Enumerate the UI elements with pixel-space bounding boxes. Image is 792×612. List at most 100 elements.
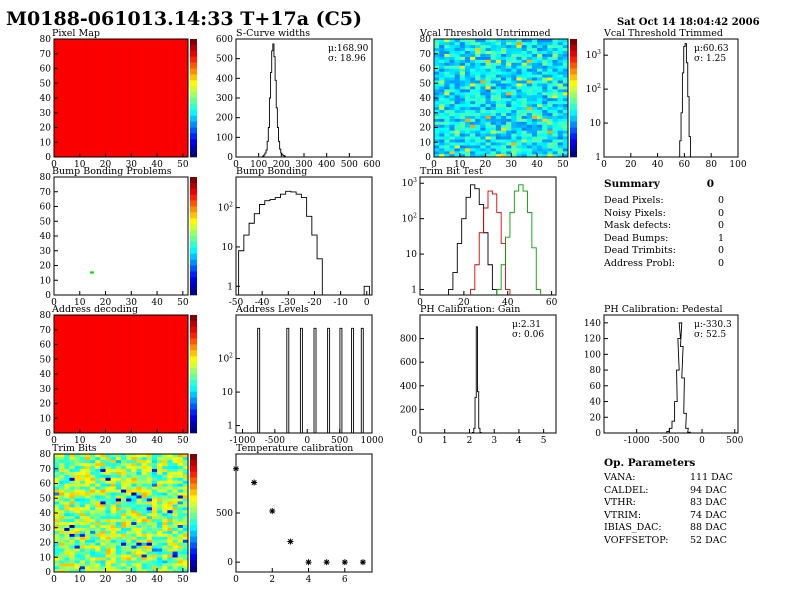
summary-row: Address Probl: 0 — [604, 258, 734, 271]
x-tick-label: 0 — [601, 160, 607, 170]
heatmap-cell — [69, 462, 75, 466]
heatmap-cell — [146, 530, 153, 534]
heatmap-cell — [470, 100, 476, 105]
heatmap-cell — [131, 456, 137, 461]
heatmap-cell — [54, 548, 60, 552]
heatmap-cell — [69, 551, 75, 555]
heatmap-cell — [439, 121, 445, 125]
heatmap-cell — [557, 106, 564, 110]
heatmap-cell — [64, 510, 70, 514]
heatmap-cell — [74, 539, 80, 543]
heatmap-cell — [69, 498, 75, 502]
heatmap-cell — [439, 65, 445, 69]
heatmap-cell — [434, 106, 440, 110]
heatmap-cell — [464, 95, 471, 99]
heatmap-cell — [136, 465, 142, 469]
heatmap-cell — [182, 545, 189, 549]
x-tick-label: 0 — [233, 160, 239, 170]
heatmap-cell — [459, 98, 466, 102]
heatmap-cell — [454, 53, 460, 57]
heatmap-cell — [126, 518, 132, 523]
y-tick-label: 70 — [40, 188, 52, 198]
data-point — [233, 465, 239, 472]
heatmap-cell — [151, 513, 158, 517]
heatmap-cell — [537, 121, 543, 125]
heatmap-cell — [69, 492, 75, 496]
heatmap-cell — [121, 513, 127, 517]
heatmap-cell — [521, 106, 527, 110]
heatmap-cell — [162, 462, 168, 466]
heatmap-cell — [439, 136, 445, 140]
heatmap-cell — [151, 492, 158, 496]
heatmap-cell — [54, 524, 60, 528]
heatmap-cell — [434, 154, 440, 158]
heatmap-cell — [121, 533, 127, 537]
heatmap-cell — [54, 489, 60, 493]
heatmap-cell — [464, 103, 471, 108]
heatmap-cell — [69, 468, 75, 472]
heatmap-cell — [151, 554, 158, 558]
heatmap-cell — [542, 62, 548, 66]
heatmap-cell — [516, 41, 522, 46]
point-stroke — [269, 508, 275, 514]
heatmap-cell — [136, 521, 142, 525]
heatmap-cell — [464, 86, 471, 90]
heatmap-cell — [552, 145, 558, 149]
heatmap-cell — [151, 454, 158, 458]
heatmap-cell — [480, 50, 486, 54]
heatmap-cell — [100, 515, 106, 520]
heatmap-cell — [157, 554, 163, 558]
heatmap-cell — [537, 109, 543, 113]
heatmap-cell — [459, 71, 466, 75]
heatmap-cell — [100, 563, 106, 567]
heatmap-cell — [464, 151, 471, 155]
heatmap-cell — [146, 507, 153, 511]
heatmap-cell — [126, 468, 132, 472]
heatmap-cell — [542, 118, 548, 122]
palette-segment — [190, 338, 197, 345]
heatmap-cell — [110, 471, 117, 475]
heatmap-cell — [470, 80, 476, 84]
heatmap-cell — [495, 62, 502, 66]
heatmap-cell — [485, 136, 491, 140]
heatmap-cell — [157, 524, 163, 528]
data-point — [287, 538, 294, 545]
heatmap-cell — [501, 121, 507, 125]
heatmap-cell — [121, 518, 127, 523]
point-stroke — [342, 559, 348, 565]
heatmap-cell — [526, 133, 533, 137]
heatmap-cell — [459, 130, 466, 134]
heatmap-cell — [74, 557, 80, 561]
heatmap-cell — [100, 548, 106, 552]
heatmap-cell — [537, 95, 543, 99]
heatmap-cell — [141, 521, 147, 525]
summary-label: Dead Pixels: — [604, 195, 664, 206]
panel-vcal-untrimmed: Vcal Threshold Untrimmed 0 10 20 30 40 50 0 10 2… — [380, 28, 580, 170]
heatmap-cell — [90, 563, 96, 567]
heatmap-cell — [121, 548, 127, 552]
heatmap-cell — [485, 118, 491, 122]
heatmap-cell — [439, 139, 445, 143]
heatmap-cell — [115, 560, 122, 564]
heatmap-cell — [100, 465, 106, 469]
heatmap-cell — [121, 492, 127, 496]
heatmap-cell — [454, 103, 460, 108]
heatmap-cell — [95, 471, 101, 475]
heatmap-cell — [167, 477, 173, 481]
heatmap-cell — [495, 136, 502, 140]
palette-segment — [190, 259, 197, 266]
heatmap-cell — [547, 50, 553, 54]
palette-segment — [190, 560, 197, 567]
heatmap-cell — [136, 515, 142, 520]
heatmap-cell — [557, 83, 564, 87]
heatmap-cell — [547, 133, 553, 137]
heatmap-cell — [74, 454, 80, 458]
heatmap-cell — [141, 504, 147, 508]
heatmap-cell — [100, 498, 106, 502]
heatmap-cell — [434, 98, 440, 102]
heatmap-cell — [136, 468, 142, 472]
heatmap-cell — [151, 557, 158, 561]
heatmap-cell — [84, 548, 91, 552]
heatmap-cell — [490, 83, 497, 87]
